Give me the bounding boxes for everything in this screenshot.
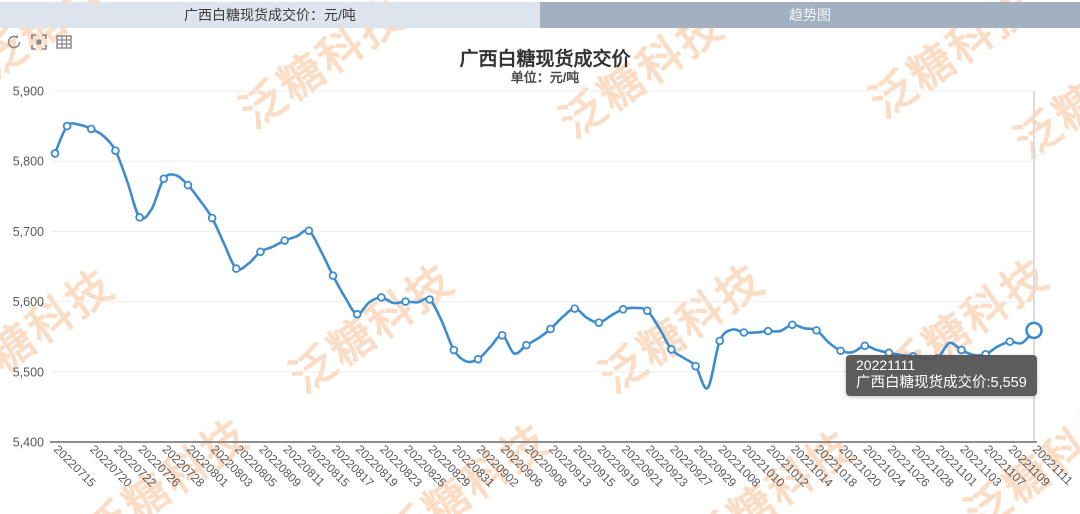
data-point-marker[interactable] [473,354,483,364]
data-point-marker[interactable] [449,345,459,355]
data-point-marker[interactable] [642,306,652,316]
chart-title: 广西白糖现货成交价 [459,49,631,70]
data-point-marker[interactable] [425,295,434,304]
y-axis-label: 5,600 [13,295,44,309]
data-point-marker[interactable] [256,247,265,257]
data-point-marker[interactable] [763,326,773,336]
y-axis-label: 5,400 [13,436,44,450]
data-point-marker[interactable] [135,213,144,222]
chart-subtitle: 单位：元/吨 [510,70,580,85]
data-point-marker[interactable] [183,180,193,190]
data-point-marker[interactable] [1005,337,1015,346]
y-axis-label: 5,500 [13,365,44,379]
data-point-marker[interactable] [352,309,362,319]
tab-trend-chart[interactable]: 趋势图 [540,2,1080,28]
tooltip-value: 广西白糖现货成交价:5,559 [856,375,1027,391]
data-point-marker[interactable] [715,336,725,346]
y-axis-label: 5,700 [13,225,44,239]
data-point-marker[interactable] [207,213,217,223]
chart-tooltip: 20221111 广西白糖现货成交价:5,559 [846,355,1037,396]
chart-toolbox [5,33,73,51]
data-point-marker[interactable] [812,326,821,335]
data-point-marker[interactable] [62,121,72,131]
data-point-marker[interactable] [667,345,676,354]
tooltip-date: 20221111 [856,357,916,373]
data-point-marker[interactable] [497,330,507,340]
data-view-icon[interactable] [55,33,73,51]
data-point-marker[interactable] [231,264,241,273]
price-line [53,122,1036,390]
data-point-marker[interactable] [546,324,555,334]
data-point-marker[interactable] [401,297,410,306]
data-point-marker[interactable] [328,271,338,280]
data-point-marker[interactable] [50,149,60,158]
data-point-marker[interactable] [787,320,797,330]
data-point-marker[interactable] [860,341,870,351]
data-point-marker[interactable] [522,340,531,350]
data-point-marker[interactable] [739,328,749,337]
restore-icon[interactable] [5,33,23,51]
highlighted-data-point[interactable] [1025,321,1043,340]
data-point-marker[interactable] [377,293,386,302]
data-point-marker[interactable] [836,346,845,356]
data-point-marker[interactable] [304,226,314,235]
data-point-marker[interactable] [280,236,289,245]
frame-icon[interactable] [30,33,48,51]
data-point-marker[interactable] [570,304,580,313]
data-point-marker[interactable] [86,124,96,134]
tab-price-table[interactable]: 广西白糖现货成交价：元/吨 [0,2,540,28]
y-axis-label: 5,900 [13,85,44,99]
data-point-marker[interactable] [691,361,700,371]
tab-bar: 广西白糖现货成交价：元/吨 趋势图 [0,2,1080,28]
data-point-marker[interactable] [111,146,120,155]
data-point-marker[interactable] [594,318,604,327]
data-point-marker[interactable] [159,174,169,184]
data-point-marker[interactable] [957,345,966,355]
y-axis-label: 5,800 [13,155,44,169]
data-point-marker[interactable] [618,305,628,314]
